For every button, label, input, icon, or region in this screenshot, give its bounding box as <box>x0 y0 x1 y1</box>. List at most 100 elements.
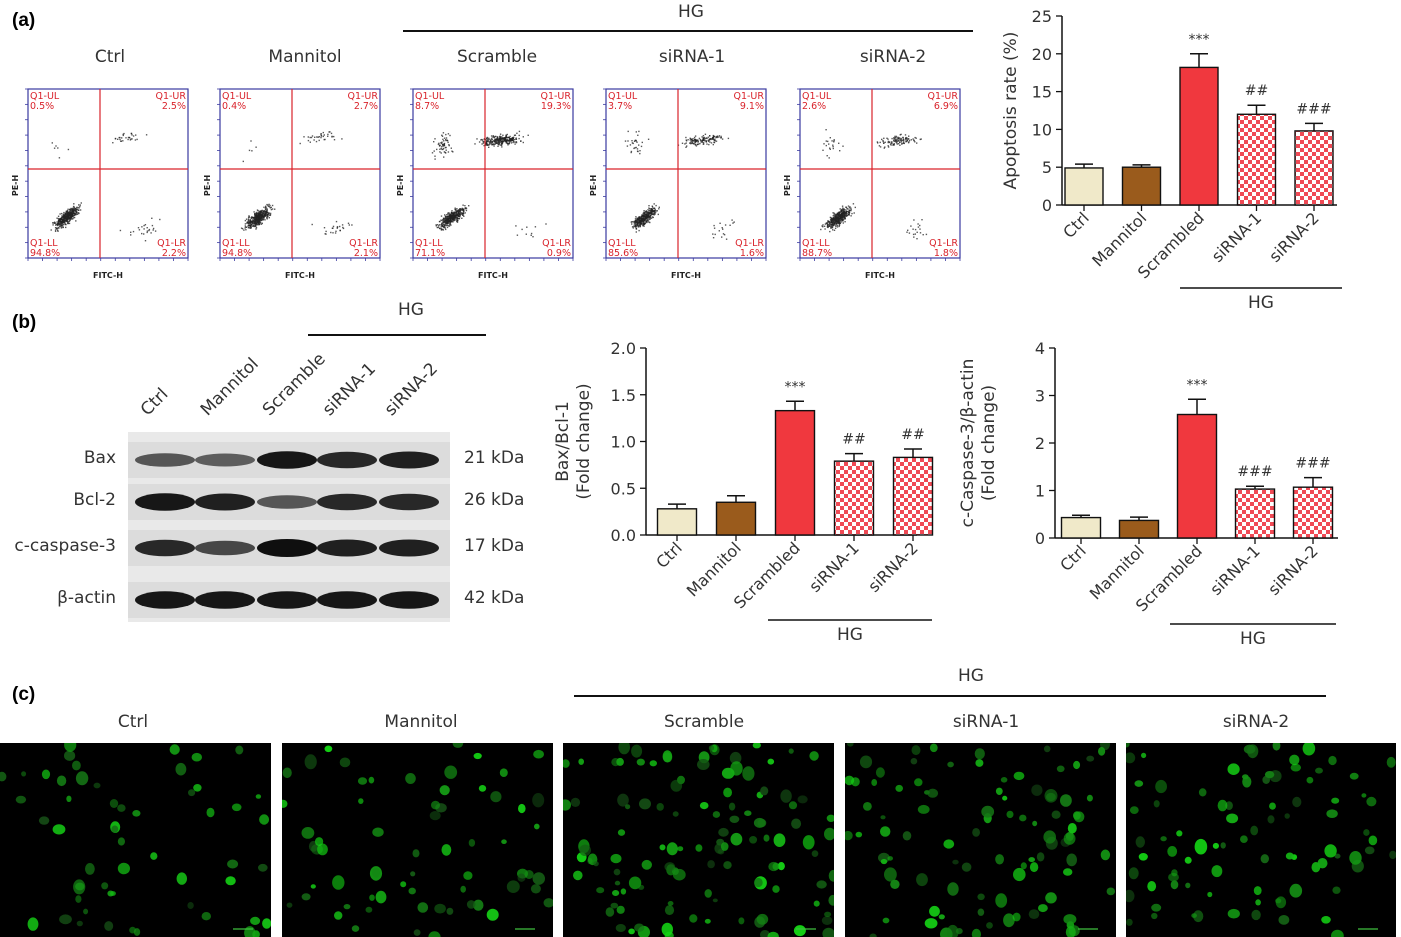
gate-label-ur-1: Q1-UR <box>347 91 378 102</box>
chartA-ytick-label-3: 15 <box>1032 83 1052 102</box>
flow-xaxis-3: FITC-H <box>671 271 701 280</box>
chartB-bar-2 <box>774 409 816 536</box>
panel-label-b: (b) <box>12 312 37 333</box>
micro-panel-3 <box>845 743 1116 937</box>
flow-title-0: Ctrl <box>94 47 126 67</box>
quadrant-lr-3: 1.6% <box>740 248 764 259</box>
chartC-xlabel-4: siRNA-2 <box>1264 541 1322 599</box>
hg-line-c <box>574 695 1326 697</box>
blot-band-3-4 <box>379 591 439 609</box>
quadrant-ur-2: 19.3% <box>541 101 571 112</box>
chartB-bar-3 <box>833 460 875 536</box>
flow-yaxis-1: PE-H <box>203 175 212 196</box>
micro-cells-2 <box>563 743 834 937</box>
micro-svg-3 <box>845 743 1115 937</box>
micro-cells-0 <box>0 743 271 937</box>
blot-band-0-4 <box>379 451 439 469</box>
quadrant-ul-0: 0.5% <box>30 101 54 112</box>
blot-band-2-2 <box>257 539 317 557</box>
flow-frame-4 <box>799 88 961 259</box>
chartA-ytick-label-0: 0 <box>1042 196 1052 215</box>
chartB-bar-0 <box>656 508 698 536</box>
chartC-xlabel-0: Ctrl <box>1056 541 1090 575</box>
blot-band-2-0 <box>135 539 195 557</box>
gate-label-lr-0: Q1-LR <box>157 238 186 249</box>
flow-xaxis-4: FITC-H <box>865 271 895 280</box>
chartA-ylabel: Apoptosis rate (%) <box>1001 32 1021 190</box>
flow-title-4: siRNA-2 <box>859 47 927 67</box>
hg-label-a: HG <box>678 2 704 22</box>
lane-label-3: siRNA-1 <box>318 358 380 420</box>
gate-label-lr-3: Q1-LR <box>735 238 764 249</box>
blot-band-3-3 <box>317 591 377 609</box>
quadrant-lr-2: 0.9% <box>547 248 571 259</box>
band-kda-3: 42 kDa <box>464 588 525 608</box>
flow-frame-2 <box>412 88 574 259</box>
chartB-bar-1 <box>715 501 757 536</box>
chartC-bar-4 <box>1292 486 1334 539</box>
chartC-bar-1 <box>1118 519 1160 539</box>
blot-band-2-4 <box>379 539 439 557</box>
quadrant-ur-1: 2.7% <box>354 101 378 112</box>
flow-yaxis-0: PE-H <box>11 175 20 196</box>
flow-plot-2: Q1-UL 8.7% Q1-UR 19.3% Q1-LL 71.1% Q1-LR 0.9% FI… <box>391 77 591 284</box>
blot-band-0-3 <box>317 451 377 469</box>
blot-band-1-3 <box>317 493 377 511</box>
micro-cells-4 <box>1126 743 1396 937</box>
chartA-ytick-label-2: 10 <box>1032 120 1052 139</box>
chartC-ytick-label-3: 3 <box>1035 387 1045 406</box>
chartB-annot-4: ## <box>901 427 924 443</box>
chartA-xlabel-0: Ctrl <box>1059 208 1093 242</box>
chartC-bar-3 <box>1234 488 1276 539</box>
gate-label-ur-2: Q1-UR <box>540 91 571 102</box>
flow-xaxis-0: FITC-H <box>93 271 123 280</box>
flow-title-3: siRNA-1 <box>658 47 726 67</box>
chartC-ylabel2: (Fold change) <box>979 385 999 501</box>
caspase-chart: 0 1 2 3 4 c-Caspase-3/β-actin (Fold change) Ctr… <box>958 330 1401 660</box>
chartB-annot-3: ## <box>842 432 865 448</box>
quadrant-ur-0: 2.5% <box>162 101 186 112</box>
gate-label-ll-2: Q1-LL <box>415 238 443 249</box>
flow-plot-4: Q1-UL 2.6% Q1-UR 6.9% Q1-LL 88.7% Q1-LR 1.8% FIT… <box>778 77 978 284</box>
blot-band-2-1 <box>195 540 255 556</box>
flow-dots-4 <box>820 129 928 240</box>
flow-dots-2 <box>431 130 547 238</box>
bax-bcl-chart-svg: 0.0 0.5 1.0 1.5 2.0 Bax/Bcl-1 (Fold change) Ctr… <box>553 339 934 645</box>
gate-label-ul-1: Q1-UL <box>222 91 252 102</box>
chartC-ylabel: c-Caspase-3/β-actin <box>958 359 978 528</box>
gate-label-ul-0: Q1-UL <box>30 91 60 102</box>
quadrant-ll-1: 94.8% <box>222 248 252 259</box>
micro-svg-4 <box>1126 743 1396 937</box>
gate-label-ul-3: Q1-UL <box>608 91 638 102</box>
chartA-annot-3: ## <box>1245 83 1268 99</box>
lane-label-0: Ctrl <box>136 384 173 420</box>
micro-title-0: Ctrl <box>117 712 149 732</box>
micro-svg-1 <box>282 743 553 937</box>
chartB-ytick-label-3: 1.5 <box>611 386 636 405</box>
apoptosis-chart: 0 5 10 15 20 25 Apoptosis rate (%) Ctrl Mannitol… <box>992 0 1401 320</box>
chartB-xlabel-3: siRNA-1 <box>805 538 863 596</box>
micro-panel-2 <box>563 743 834 937</box>
chartC-bar-2 <box>1176 413 1218 539</box>
quadrant-ll-0: 94.8% <box>30 248 60 259</box>
blot-band-3-1 <box>195 591 255 609</box>
chartA-annot-4: ### <box>1296 101 1331 117</box>
blot-band-0-2 <box>257 451 317 469</box>
flow-dots-3 <box>624 130 735 240</box>
flow-title-1: Mannitol <box>268 47 342 67</box>
band-kda-2: 17 kDa <box>464 536 525 556</box>
flow-title-2: Scramble <box>456 47 538 67</box>
chartC-annot-3: ### <box>1237 464 1272 480</box>
panel-label-a: (a) <box>12 10 36 31</box>
blot-band-1-4 <box>379 493 439 511</box>
quadrant-ur-3: 9.1% <box>740 101 764 112</box>
chartC-ytick-label-4: 4 <box>1035 339 1045 358</box>
flow-frame-3 <box>605 88 767 259</box>
flow-dots-1 <box>240 131 353 235</box>
gate-label-ll-3: Q1-LL <box>608 238 636 249</box>
gate-label-ll-0: Q1-LL <box>30 238 58 249</box>
chartC-group-label: HG <box>1240 629 1266 649</box>
